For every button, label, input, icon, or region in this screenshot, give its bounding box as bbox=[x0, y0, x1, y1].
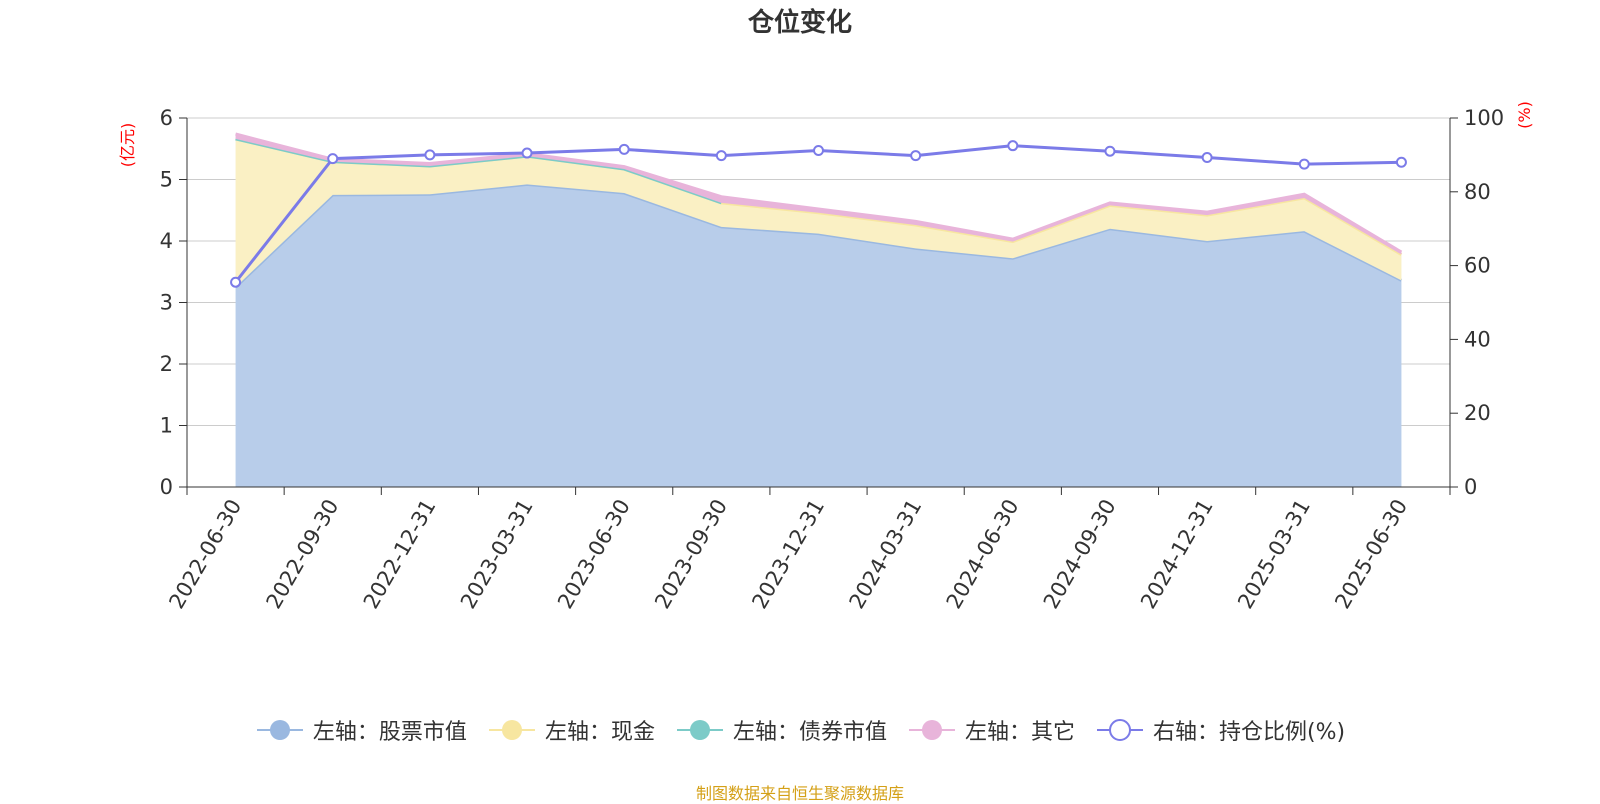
area-layer bbox=[234, 132, 1403, 488]
chart-title: 仓位变化 bbox=[747, 8, 852, 38]
legend: 左轴：股票市值 左轴：现金 左轴：债券市值 左轴：其它 右轴：持仓比例(%) bbox=[0, 714, 1600, 746]
ratio-point bbox=[715, 150, 727, 162]
legend-item-bond[interactable]: 左轴：债券市值 bbox=[675, 714, 887, 746]
ratio-point bbox=[424, 149, 436, 161]
left-tick-label: 5 bbox=[160, 168, 173, 192]
ratio-point bbox=[618, 143, 630, 155]
right-tick-label: 100 bbox=[1464, 106, 1504, 130]
x-tick-label: 2024-12-31 bbox=[1136, 495, 1218, 613]
stock-legend-icon bbox=[256, 720, 303, 740]
ratio-point bbox=[1007, 140, 1019, 152]
x-tick-label: 2023-06-30 bbox=[553, 495, 635, 613]
cash-legend-icon bbox=[488, 720, 535, 740]
right-tick-label: 40 bbox=[1464, 327, 1491, 351]
legend-item-stock[interactable]: 左轴：股票市值 bbox=[255, 714, 467, 746]
legend-label: 左轴：股票市值 bbox=[312, 720, 467, 745]
bond-legend-icon bbox=[676, 720, 723, 740]
ratio-point bbox=[813, 144, 824, 156]
legend-label: 右轴：持仓比例(%) bbox=[1152, 720, 1346, 745]
left-tick-label: 4 bbox=[160, 229, 173, 253]
left-tick-label: 2 bbox=[160, 352, 173, 376]
ratio-point bbox=[230, 276, 242, 288]
ratio-point bbox=[1104, 145, 1116, 157]
right-tick-label: 60 bbox=[1464, 254, 1491, 278]
x-tick-label: 2025-06-30 bbox=[1330, 495, 1412, 613]
right-axis-unit: (%) bbox=[1515, 101, 1534, 129]
legend-label: 左轴：现金 bbox=[544, 720, 655, 745]
ratio-point bbox=[1298, 158, 1310, 170]
legend-item-cash[interactable]: 左轴：现金 bbox=[487, 714, 655, 746]
x-tick-label: 2022-06-30 bbox=[164, 495, 246, 613]
ratio-legend-icon bbox=[1096, 719, 1143, 741]
x-tick-label: 2022-09-30 bbox=[262, 495, 344, 613]
ratio-point bbox=[1395, 156, 1407, 168]
other-legend-icon bbox=[908, 720, 955, 740]
legend-item-other[interactable]: 左轴：其它 bbox=[907, 714, 1075, 746]
left-axis-unit: (亿元) bbox=[118, 123, 137, 168]
source-note: 制图数据来自恒生聚源数据库 bbox=[695, 784, 904, 803]
right-tick-label: 20 bbox=[1464, 401, 1491, 425]
ratio-point bbox=[910, 150, 922, 162]
x-tick-label: 2023-03-31 bbox=[456, 495, 538, 613]
ratio-line-layer bbox=[230, 140, 1407, 288]
right-tick-label: 80 bbox=[1464, 180, 1491, 204]
x-tick-label: 2023-12-31 bbox=[747, 495, 829, 613]
left-tick-label: 6 bbox=[160, 106, 173, 130]
left-tick-label: 3 bbox=[160, 291, 173, 315]
right-tick-label: 0 bbox=[1464, 475, 1477, 499]
stock-area bbox=[235, 184, 1402, 488]
other-line bbox=[235, 132, 1403, 254]
ratio-point bbox=[1201, 151, 1213, 163]
left-tick-label: 1 bbox=[160, 414, 173, 438]
ratio-point bbox=[521, 147, 533, 159]
x-tick-label: 2024-09-30 bbox=[1039, 495, 1121, 613]
legend-item-ratio[interactable]: 右轴：持仓比例(%) bbox=[1095, 714, 1345, 746]
ratio-point bbox=[327, 153, 339, 165]
x-tick-label: 2023-09-30 bbox=[650, 495, 732, 613]
x-tick-label: 2022-12-31 bbox=[359, 495, 441, 613]
x-tick-label: 2024-06-30 bbox=[942, 495, 1024, 613]
legend-label: 左轴：债券市值 bbox=[732, 720, 887, 745]
x-tick-label: 2025-03-31 bbox=[1233, 495, 1315, 613]
x-tick-label: 2024-03-31 bbox=[845, 495, 927, 613]
legend-label: 左轴：其它 bbox=[964, 720, 1075, 745]
left-tick-label: 0 bbox=[160, 475, 173, 499]
